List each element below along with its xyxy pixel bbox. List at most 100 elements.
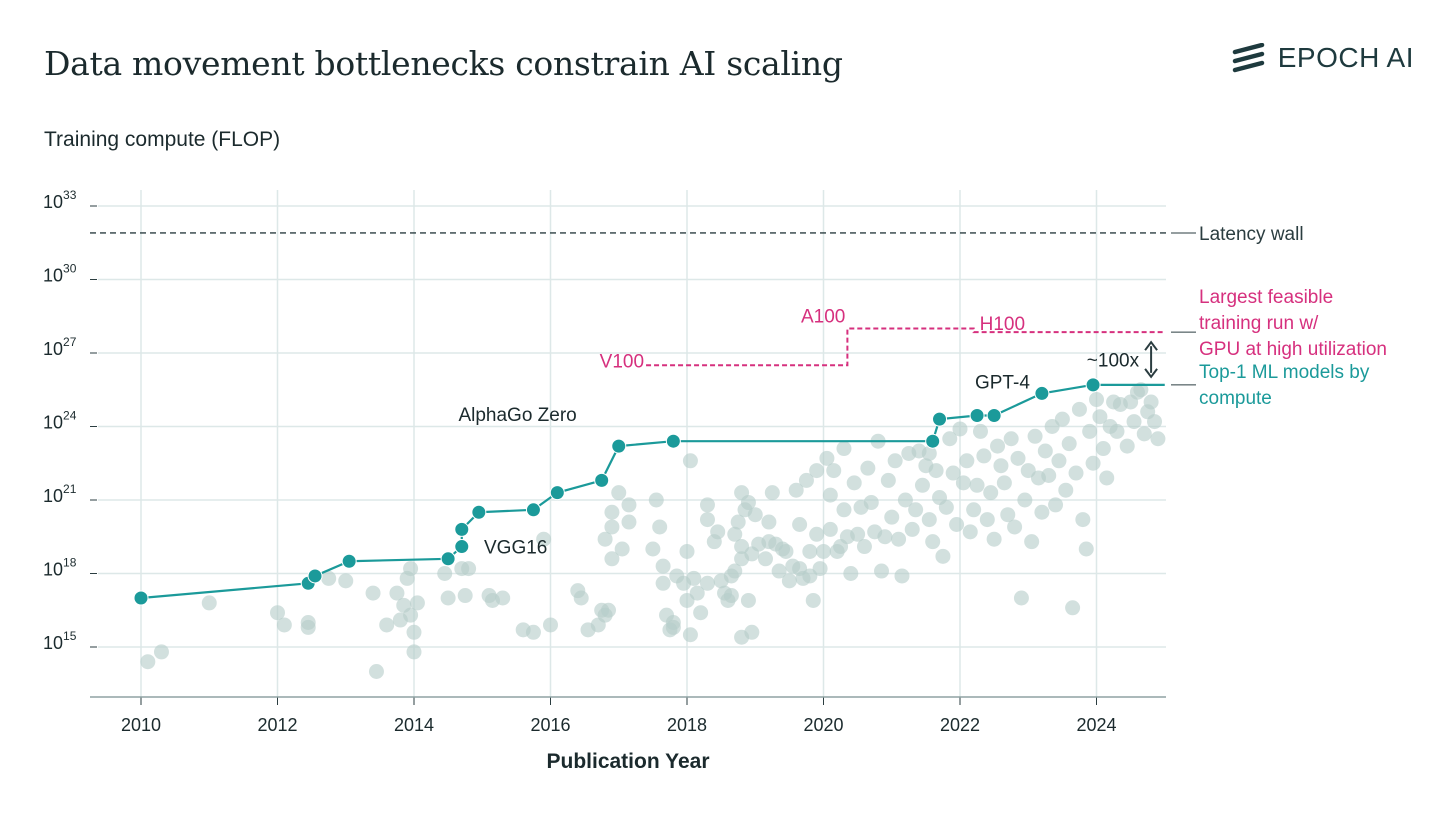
gpu-side-label: GPU at high utilization — [1199, 339, 1387, 360]
scatter-point — [908, 502, 924, 518]
x-tick-label: 2016 — [530, 715, 570, 735]
scatter-point — [792, 517, 808, 532]
x-axis-title: Publication Year — [546, 750, 710, 773]
frontier-point — [549, 485, 565, 501]
scatter-point — [665, 615, 681, 630]
scatter-point — [740, 592, 756, 608]
scatter-point — [740, 494, 756, 510]
y-tick-label: 1024 — [43, 409, 77, 433]
scatter-point — [1013, 590, 1029, 606]
scatter-point — [921, 512, 937, 528]
scatter-point — [860, 460, 876, 476]
x-tick-label: 2022 — [940, 715, 980, 735]
scatter-point — [727, 563, 743, 579]
scatter-point — [969, 477, 985, 493]
scatter-point — [846, 475, 862, 491]
scatter-point — [819, 450, 835, 466]
frontier-line — [140, 383, 1165, 600]
scatter-point — [652, 519, 668, 535]
scatter-point — [976, 448, 992, 464]
scatter-point — [952, 421, 968, 437]
scatter-point — [1126, 414, 1142, 430]
gpu-label-a100: A100 — [801, 307, 845, 328]
scatter-point — [1037, 443, 1053, 459]
brand-logo[interactable]: EPOCH AI — [1232, 42, 1414, 74]
scatter-point — [536, 531, 552, 547]
scatter-point — [1078, 541, 1094, 557]
scatter-point — [1027, 428, 1043, 444]
scatter-point — [604, 504, 620, 520]
frontier-point — [986, 407, 1002, 423]
scatter-point — [338, 573, 354, 589]
scatter-point — [744, 624, 760, 640]
scatter-point — [771, 563, 787, 579]
frontier-side-label: Top-1 ML models by — [1199, 362, 1370, 383]
scatter-point — [996, 475, 1012, 491]
scatter-point — [938, 499, 954, 515]
scatter-point — [880, 472, 896, 488]
scatter-point — [153, 644, 169, 660]
scatter-point — [601, 602, 617, 618]
scatter-point — [270, 605, 285, 621]
y-tick-exponent: 30 — [63, 262, 77, 276]
label-layer: VGG16 AlphaGo Zero GPT-4 ~100x — [458, 340, 1158, 559]
scatter-point — [972, 423, 988, 439]
y-tick-label: 1015 — [43, 629, 77, 653]
scatter-point — [1075, 512, 1091, 528]
frontier-point — [1085, 377, 1101, 393]
scatter-point — [809, 463, 825, 479]
scatter-point — [993, 458, 1009, 474]
scatter-layer — [140, 382, 1166, 679]
scatter-point — [461, 561, 477, 577]
scatter-point — [764, 485, 780, 501]
scatter-point — [611, 485, 627, 501]
scatter-point — [921, 445, 937, 461]
scatter-point — [887, 453, 903, 469]
scatter-point — [1068, 465, 1084, 481]
y-tick-exponent: 15 — [63, 629, 77, 643]
scatter-point — [822, 487, 838, 503]
scatter-point — [437, 566, 453, 581]
scatter-point — [761, 514, 777, 530]
gap-arrow-head-bottom — [1144, 368, 1158, 379]
scatter-point — [983, 485, 999, 501]
scatter-point — [389, 585, 405, 601]
scatter-point — [1150, 431, 1166, 447]
scatter-point — [1051, 453, 1067, 469]
scatter-point — [1109, 423, 1125, 439]
scatter-point — [1058, 482, 1074, 498]
frontier-point — [341, 553, 357, 569]
scatter-point — [682, 453, 698, 469]
scatter-point — [1034, 504, 1050, 520]
x-tick-label: 2020 — [803, 715, 843, 735]
scatter-point — [365, 585, 381, 601]
scatter-point — [727, 526, 743, 542]
x-tick-label: 2012 — [257, 715, 297, 735]
scatter-point — [945, 465, 961, 481]
scatter-point — [891, 531, 907, 547]
scatter-point — [1147, 414, 1163, 430]
scatter-point — [604, 551, 620, 567]
frontier-point — [1034, 385, 1050, 401]
scatter-point — [1000, 507, 1016, 523]
x-tick-label: 2010 — [121, 715, 161, 735]
scatter-point — [543, 617, 558, 633]
scatter-point — [962, 524, 978, 540]
frontier-point — [471, 504, 487, 520]
scatter-point — [525, 624, 541, 640]
scatter-point — [1089, 392, 1104, 408]
scatter-point — [1003, 431, 1019, 447]
scatter-point — [809, 526, 825, 542]
scatter-point — [894, 568, 910, 584]
scatter-point — [904, 521, 920, 537]
model-label: GPT-4 — [975, 372, 1030, 393]
y-tick-label: 1018 — [43, 556, 77, 580]
x-tick-label: 2014 — [394, 715, 434, 735]
scatter-point — [1041, 468, 1057, 483]
scatter-point — [850, 526, 866, 542]
frontier-point — [440, 551, 456, 567]
scatter-point — [1119, 438, 1135, 454]
scatter-point — [379, 617, 395, 633]
scatter-point — [409, 595, 425, 611]
